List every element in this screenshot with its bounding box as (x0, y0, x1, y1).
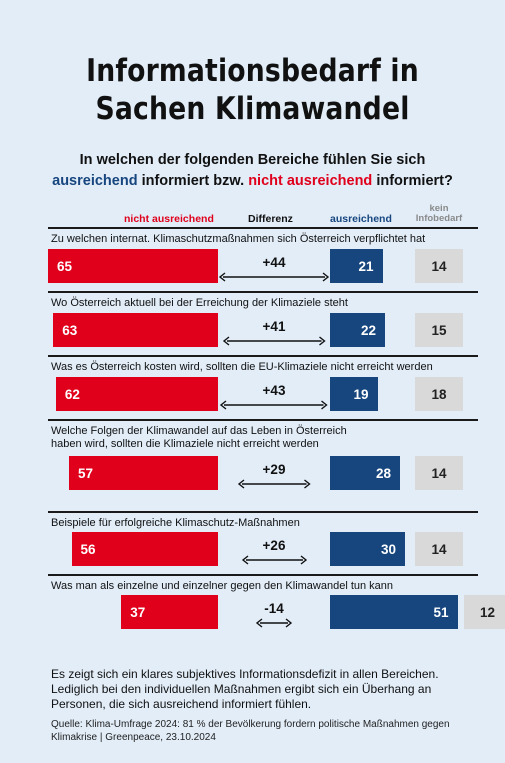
category-label: Was es Österreich kosten wird, sollten d… (51, 361, 433, 374)
difference-arrow (220, 400, 328, 410)
question-subtitle: In welchen der folgenden Bereiche fühlen… (0, 150, 505, 192)
category-label-line: Was es Österreich kosten wird, sollten d… (51, 361, 433, 373)
bar-kein-infobedarf: 12 (463, 595, 505, 629)
header-ausreichend: ausreichend (330, 213, 392, 225)
category-label: Beispiele für erfolgreiche Klimaschutz-M… (51, 517, 300, 530)
category-label-line: Zu welchen internat. Klimaschutzmaßnahme… (51, 233, 426, 245)
bar-nicht-ausreichend: 65 (48, 249, 218, 283)
bar-ausreichend: 19 (330, 377, 378, 411)
difference-label: -14 (264, 601, 284, 616)
category-label-line: Welche Folgen der Klimawandel auf das Le… (51, 425, 347, 437)
summary-text: Es zeigt sich ein klares subjektives Inf… (51, 667, 439, 711)
header-kein-infobedarf: kein Infobedarf (414, 204, 464, 224)
row-separator (48, 574, 478, 576)
title-line-2: Sachen Klimawandel (95, 91, 410, 127)
bar-nicht-ausreichend: 37 (121, 595, 218, 629)
difference-arrow (255, 618, 293, 628)
row-separator (48, 227, 478, 229)
bar-ausreichend: 21 (330, 249, 383, 283)
bar-nicht-ausreichend: 57 (68, 456, 218, 490)
question-red-term: nicht ausreichend (248, 173, 373, 189)
question-line-1: In welchen der folgenden Bereiche fühlen… (79, 152, 426, 168)
bar-kein-infobedarf: 14 (415, 456, 463, 490)
category-label-line: Wo Österreich aktuell bei der Erreichung… (51, 297, 348, 309)
difference-label: +43 (262, 383, 286, 398)
bar-nicht-ausreichend: 56 (71, 532, 218, 566)
bar-kein-infobedarf: 15 (415, 313, 463, 347)
difference-label: +26 (262, 538, 286, 553)
category-label: Zu welchen internat. Klimaschutzmaßnahme… (51, 233, 425, 246)
category-label-line: Was man als einzelne und einzelner gegen… (51, 580, 394, 592)
bar-kein-infobedarf: 18 (415, 377, 463, 411)
row-separator (48, 355, 478, 357)
bar-ausreichend: 28 (330, 456, 400, 490)
question-line-2: ausreichend informiert bzw. nicht ausrei… (0, 171, 505, 192)
bar-kein-infobedarf: 14 (415, 532, 463, 566)
bar-nicht-ausreichend: 62 (55, 377, 218, 411)
category-label: Welche Folgen der Klimawandel auf das Le… (51, 425, 347, 450)
row-separator (48, 291, 478, 293)
title-line-1: Informationsbedarf in (86, 53, 419, 89)
difference-arrow (222, 336, 326, 346)
difference-label: +41 (262, 319, 286, 334)
difference-arrow (237, 479, 311, 489)
row-separator (48, 511, 478, 513)
difference-arrow (218, 272, 330, 282)
difference-label: +29 (262, 462, 286, 477)
question-blue-term: ausreichend (52, 173, 138, 189)
header-kein-line-1: kein (429, 203, 449, 214)
bar-nicht-ausreichend: 63 (53, 313, 218, 347)
category-label-line: haben wird, sollten die Klimaziele nicht… (51, 437, 319, 450)
header-differenz: Differenz (248, 213, 293, 225)
source-note: Quelle: Klima-Umfrage 2024: 81 % der Bev… (51, 719, 450, 743)
question-mid: informiert bzw. (137, 173, 249, 189)
header-nicht-ausreichend: nicht ausreichend (124, 213, 214, 225)
difference-arrow (241, 555, 307, 565)
difference-label: +44 (262, 255, 286, 270)
bar-ausreichend: 22 (330, 313, 385, 347)
category-label: Wo Österreich aktuell bei der Erreichung… (51, 297, 348, 310)
row-separator (48, 419, 478, 421)
category-label-line: Beispiele für erfolgreiche Klimaschutz-M… (51, 517, 300, 529)
bar-kein-infobedarf: 14 (415, 249, 463, 283)
question-end: informiert? (372, 173, 453, 189)
bar-ausreichend: 51 (330, 595, 458, 629)
chart-title: Informationsbedarf in Sachen Klimawandel (35, 52, 469, 128)
category-label: Was man als einzelne und einzelner gegen… (51, 580, 393, 593)
bar-ausreichend: 30 (330, 532, 405, 566)
header-kein-line-2: Infobedarf (415, 213, 463, 224)
